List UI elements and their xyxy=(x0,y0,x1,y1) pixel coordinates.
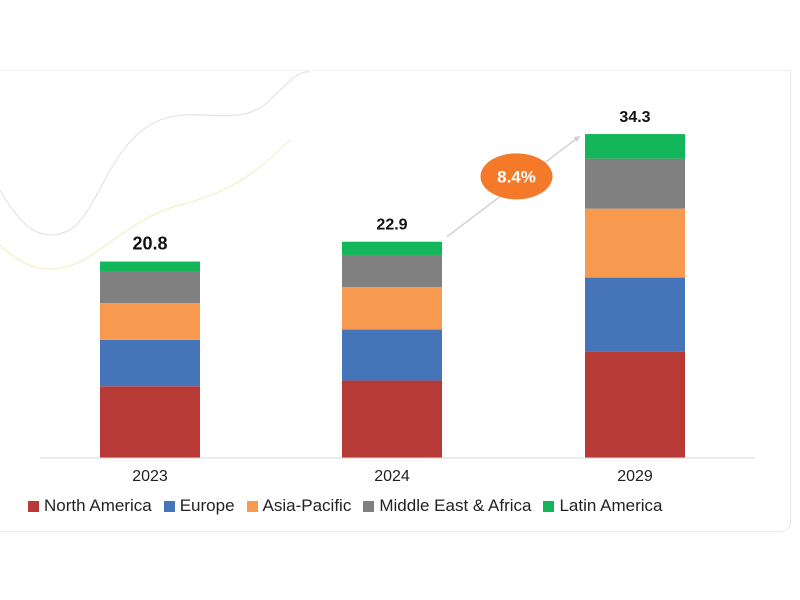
legend-swatch xyxy=(246,500,258,512)
legend-swatch xyxy=(543,500,555,512)
labels-layer: 20.8 2023 22.9 2024 34.3 2029 8.4% xyxy=(132,109,653,485)
bars-layer xyxy=(100,134,685,458)
x-tick-label-2023: 2023 xyxy=(132,468,168,485)
bar-segment-2024-middle-east-africa xyxy=(342,254,442,288)
legend-item-north-america: North America xyxy=(28,496,152,516)
legend-swatch xyxy=(28,500,39,512)
bar-segment-2023-asia-pacific xyxy=(100,303,200,340)
legend-item-europe: Europe xyxy=(163,496,235,516)
bar-segment-2029-latin-america xyxy=(585,134,685,159)
total-label-2023: 20.8 xyxy=(132,234,167,254)
total-label-2024: 22.9 xyxy=(376,217,407,234)
bar-segment-2029-europe xyxy=(585,277,685,352)
legend-label: North America xyxy=(44,496,152,515)
bar-segment-2023-europe xyxy=(100,339,200,387)
cagr-badge xyxy=(480,153,553,200)
bar-segment-2024-europe xyxy=(342,329,442,381)
bar-segment-2029-north-america xyxy=(585,351,685,458)
x-tick-label-2029: 2029 xyxy=(617,468,653,485)
total-label-2029: 34.3 xyxy=(619,109,650,126)
legend-label: Europe xyxy=(179,496,235,515)
legend-swatch xyxy=(163,500,175,512)
background-decoration xyxy=(0,71,311,270)
bar-segment-2024-north-america xyxy=(342,380,442,458)
bar-segment-2024-latin-america xyxy=(342,241,442,255)
bar-segment-2023-latin-america xyxy=(100,261,200,272)
legend-item-middle-east-africa: Middle East & Africa xyxy=(363,496,531,516)
cagr-badge-label: 8.4% xyxy=(497,167,536,186)
legend-label: Asia-Pacific xyxy=(262,496,352,515)
legend-swatch xyxy=(363,500,375,512)
bar-segment-2029-asia-pacific xyxy=(585,208,685,278)
bar-segment-2029-middle-east-africa xyxy=(585,158,685,209)
legend-label: Latin America xyxy=(559,496,663,515)
legend-item-asia-pacific: Asia-Pacific xyxy=(246,496,352,516)
bar-segment-2023-north-america xyxy=(100,386,200,458)
legend-label: Middle East & Africa xyxy=(379,496,532,515)
bar-segment-2023-middle-east-africa xyxy=(100,271,200,304)
legend-item-latin-america: Latin America xyxy=(543,496,662,516)
bar-segment-2024-asia-pacific xyxy=(342,287,442,330)
legend: North America Europe Asia-Pacific Middle Ea… xyxy=(28,494,768,518)
x-tick-label-2024: 2024 xyxy=(374,468,410,485)
